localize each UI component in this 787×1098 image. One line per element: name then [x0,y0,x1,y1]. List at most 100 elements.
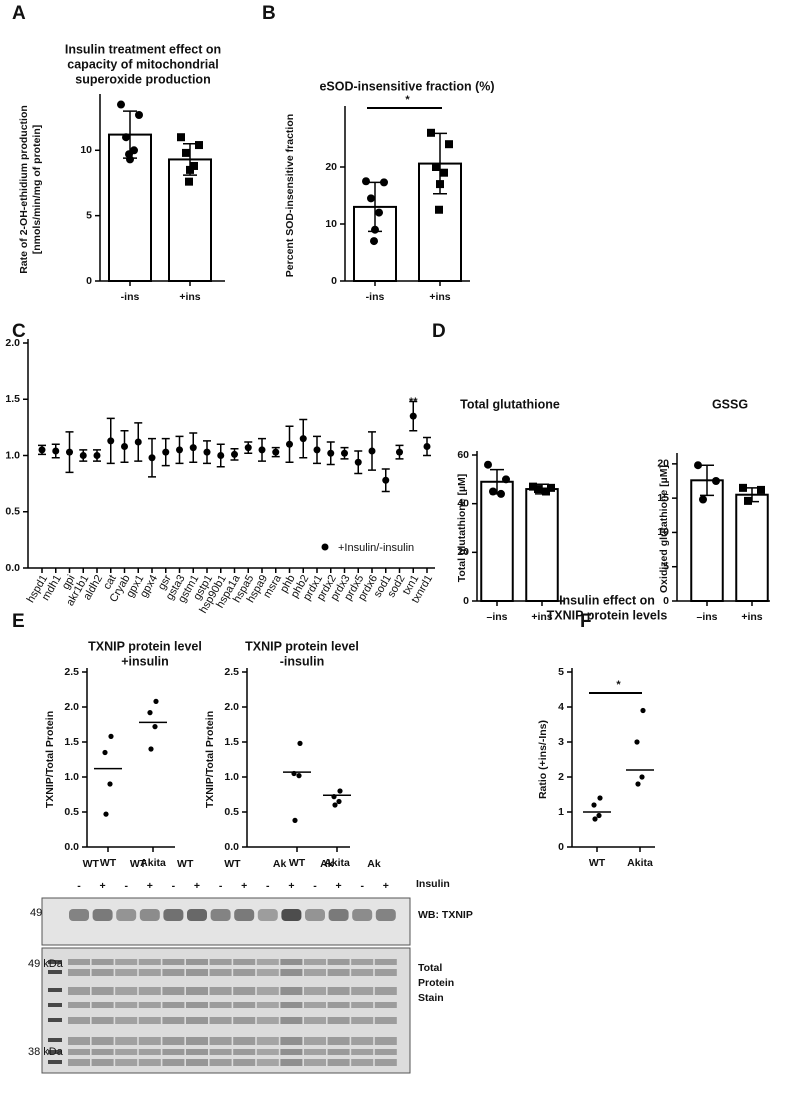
y-tick-label: 10 [325,218,337,230]
stain-band [68,1049,90,1055]
treatment: + [194,880,200,892]
data-point [286,440,293,448]
data-point [122,133,130,142]
data-point [108,733,114,740]
stain-band [115,969,138,976]
stain-band [162,969,185,976]
blot-band [163,909,184,921]
stain-label: Protein [418,977,454,989]
stain-band [304,1017,326,1024]
y-axis-label: Ratio (+ins/-Ins) [537,720,549,799]
blot-top [41,897,411,946]
data-point [435,205,443,214]
ladder-band [48,960,62,964]
y-tick-label: 40 [457,497,469,509]
stain-band [351,1002,374,1008]
stain-band [280,969,303,976]
data-point [121,443,128,450]
lane-label: WT [224,858,241,870]
y-tick-label: 0 [86,275,92,287]
panel-label: D [432,321,446,342]
stain-band [304,1002,326,1008]
blot-band [375,909,396,921]
data-point [189,444,197,452]
stain-band [280,959,303,965]
ladder-band [48,1050,62,1054]
stain-band [138,1002,161,1008]
stain-band [68,1059,90,1066]
data-point [258,446,266,454]
x-tick-label: +ins [741,611,762,623]
stain-band [351,969,374,976]
bar [690,479,724,603]
data-point [203,448,211,456]
data-point [162,448,170,456]
stain-band [327,1059,350,1066]
data-point [292,817,298,824]
y-tick-label: 0.0 [5,562,20,574]
x-tick-label: -ins [366,291,385,303]
lane-label: WT [177,858,194,870]
stain-band [115,1049,138,1055]
stain-band [91,969,114,976]
treatment: - [124,880,128,892]
ladder-band [48,988,62,992]
x-tick-label: +ins [429,291,450,303]
stain-band [374,987,397,995]
data-point [409,412,417,420]
chart-title: Total glutathione [460,397,560,411]
stain-band [327,1002,350,1008]
y-tick-label: 0 [463,595,469,607]
stain-band [327,1037,350,1045]
data-point [382,476,390,484]
stain-band [209,1049,232,1055]
stain-band [256,969,279,976]
data-point [38,446,46,454]
stain-band [233,1017,256,1024]
stain-band [115,1017,138,1024]
blot-band [210,909,231,921]
data-point [125,150,133,159]
stain-band [186,1017,208,1024]
data-point [185,177,193,186]
stain-band [280,1017,303,1024]
stain-band [374,1049,397,1055]
y-tick-label: 1.5 [5,393,20,405]
chart-title: eSOD-insensitive fraction (%) [319,79,494,93]
data-point [66,448,73,456]
marker-label: 38 kDa [28,1046,64,1058]
stain-band [209,959,232,965]
y-tick-label: 1 [558,806,564,818]
treatment: - [172,880,176,892]
treatment: - [77,880,81,892]
data-point [195,141,203,150]
stain-band [138,1017,161,1024]
data-point [639,774,645,780]
ladder-band [48,1038,62,1042]
significance: * [405,94,410,106]
blot-band [139,909,160,921]
data-point [367,194,375,203]
stain-band [91,1002,114,1008]
blot-band [305,909,325,921]
data-point [186,165,194,174]
blot-bottom [41,947,411,1074]
y-tick-label: 1.0 [224,771,239,783]
bar [735,493,769,603]
stain-band [374,1059,397,1066]
stain-band [209,969,232,976]
stain-band [115,987,138,995]
data-point [147,710,153,716]
data-point [291,770,297,777]
data-point [152,724,158,730]
data-point [135,110,143,119]
treatment: - [313,880,317,892]
data-point [597,795,603,801]
stain-band [91,1049,114,1055]
stain-band [351,987,374,995]
chart-title: GSSG [712,397,748,411]
stain-band [374,969,397,976]
stain-band [91,1059,114,1066]
stain-band [256,1049,279,1055]
